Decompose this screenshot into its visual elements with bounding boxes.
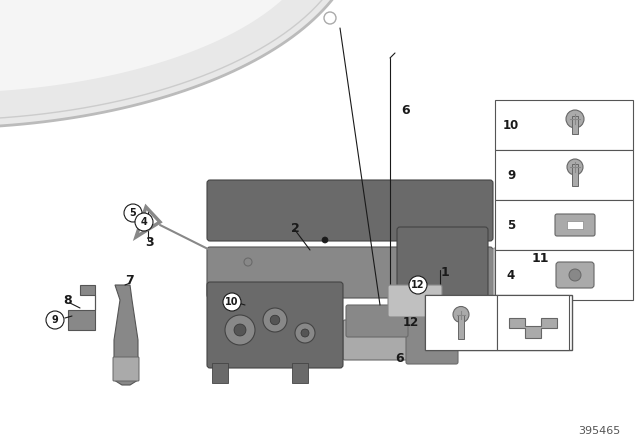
Bar	[425, 295, 497, 350]
Circle shape	[322, 237, 328, 243]
Text: 12: 12	[412, 280, 425, 290]
Polygon shape	[114, 285, 138, 385]
Text: 395465: 395465	[578, 426, 620, 436]
Text: 9: 9	[52, 315, 58, 325]
FancyBboxPatch shape	[556, 262, 594, 288]
Text: 10: 10	[503, 119, 519, 132]
FancyBboxPatch shape	[207, 247, 493, 298]
Text: 8: 8	[64, 293, 72, 306]
Circle shape	[223, 293, 241, 311]
Bar	[292, 363, 308, 383]
Circle shape	[225, 315, 255, 345]
Text: 4: 4	[141, 217, 147, 227]
FancyBboxPatch shape	[113, 357, 139, 381]
Text: 3: 3	[146, 236, 154, 249]
Circle shape	[135, 213, 153, 231]
Polygon shape	[0, 0, 319, 93]
Text: 5: 5	[130, 208, 136, 218]
FancyBboxPatch shape	[555, 214, 595, 236]
Circle shape	[234, 324, 246, 336]
Text: 1: 1	[440, 266, 449, 279]
FancyBboxPatch shape	[493, 248, 572, 304]
Circle shape	[244, 258, 252, 266]
FancyBboxPatch shape	[343, 320, 457, 360]
Polygon shape	[0, 0, 360, 128]
FancyBboxPatch shape	[207, 180, 493, 241]
Circle shape	[124, 204, 142, 222]
Bar	[572, 116, 578, 134]
Text: 7: 7	[125, 273, 134, 287]
FancyBboxPatch shape	[406, 312, 458, 364]
Bar	[495, 250, 633, 300]
Bar	[572, 164, 578, 186]
Bar	[495, 100, 633, 150]
Text: 12: 12	[403, 316, 419, 329]
Polygon shape	[509, 318, 557, 337]
Bar	[425, 295, 572, 350]
FancyBboxPatch shape	[346, 305, 408, 337]
Text: 10: 10	[225, 297, 239, 307]
Circle shape	[569, 269, 581, 281]
Circle shape	[453, 306, 469, 323]
Text: 2: 2	[291, 221, 300, 234]
FancyBboxPatch shape	[397, 227, 488, 308]
Text: 5: 5	[507, 219, 515, 232]
Bar	[567, 221, 583, 229]
Text: 9: 9	[507, 168, 515, 181]
Circle shape	[324, 12, 336, 24]
FancyBboxPatch shape	[207, 282, 343, 368]
Bar	[495, 150, 633, 200]
Circle shape	[566, 110, 584, 128]
Circle shape	[263, 308, 287, 332]
Text: 6: 6	[402, 103, 410, 116]
Text: 6: 6	[396, 352, 404, 365]
Circle shape	[270, 315, 280, 325]
Circle shape	[527, 271, 537, 281]
Bar	[212, 363, 228, 383]
Circle shape	[295, 323, 315, 343]
FancyBboxPatch shape	[388, 285, 442, 317]
Text: 4: 4	[507, 268, 515, 281]
Bar	[497, 295, 569, 350]
Circle shape	[301, 329, 309, 337]
Text: 11: 11	[531, 251, 548, 264]
Circle shape	[46, 311, 64, 329]
Circle shape	[409, 276, 427, 294]
Circle shape	[567, 159, 583, 175]
Bar	[458, 314, 464, 339]
Bar	[495, 200, 633, 250]
Polygon shape	[68, 285, 95, 330]
